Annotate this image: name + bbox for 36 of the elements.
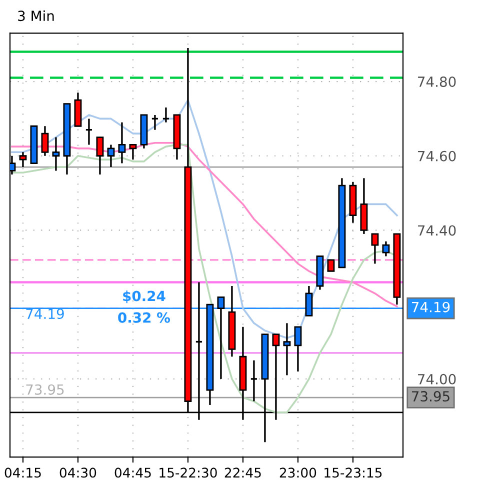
y-tick-label: 74.80 bbox=[418, 76, 456, 87]
candlestick bbox=[294, 326, 302, 372]
x-tick-label: 04:15 bbox=[4, 468, 41, 478]
x-tick-label: 15-23:15 bbox=[324, 468, 382, 478]
candlestick bbox=[85, 118, 93, 146]
x-tick-label: 04:30 bbox=[60, 468, 96, 478]
candlestick bbox=[250, 360, 258, 402]
candlestick bbox=[305, 285, 313, 317]
candlestick bbox=[52, 136, 60, 172]
candlestick bbox=[19, 151, 27, 168]
candlestick bbox=[162, 106, 170, 124]
candlestick bbox=[327, 259, 335, 272]
annotation: $0.24 bbox=[123, 290, 166, 304]
y-tick-label: 74.60 bbox=[418, 150, 456, 162]
y-tick-label: 74.00 bbox=[418, 374, 456, 384]
x-tick-label: 23:00 bbox=[280, 468, 316, 478]
candlestick bbox=[41, 125, 49, 157]
x-tick-label: 22:45 bbox=[224, 468, 261, 478]
candlestick bbox=[129, 144, 137, 160]
chart-title: 3 Min bbox=[18, 10, 54, 22]
x-tick-label: 15-22:30 bbox=[160, 468, 217, 478]
annotation: 0.32 % bbox=[118, 312, 170, 323]
annotation: 74.19 bbox=[26, 308, 64, 320]
annotation: 73.95 bbox=[26, 384, 64, 395]
y-tick-label: 74.40 bbox=[418, 225, 456, 236]
candlestick bbox=[382, 240, 390, 258]
candlestick bbox=[371, 233, 379, 265]
ref-line-label: 73.95 bbox=[412, 391, 450, 402]
x-tick-label: 04:45 bbox=[114, 468, 151, 478]
candlestick bbox=[217, 296, 225, 380]
candlestick bbox=[107, 144, 115, 168]
ref-line-label: 74.19 bbox=[412, 302, 450, 312]
candlestick bbox=[283, 322, 291, 376]
candlestick bbox=[118, 122, 126, 164]
candlestick bbox=[151, 114, 159, 131]
candlestick bbox=[96, 136, 104, 176]
